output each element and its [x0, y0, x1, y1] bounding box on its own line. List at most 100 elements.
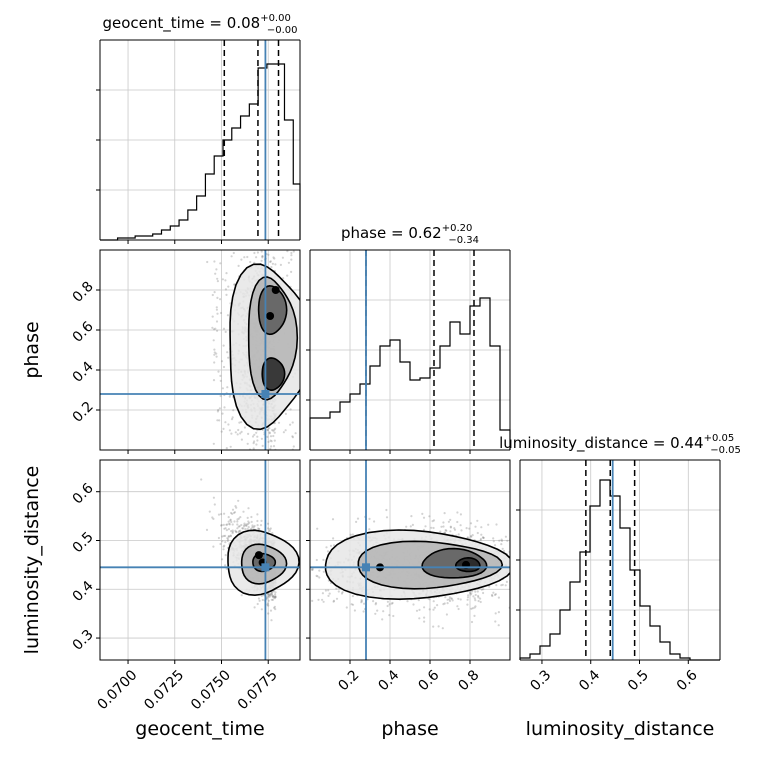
- scatter-point: [231, 530, 234, 534]
- scatter-point: [482, 591, 485, 595]
- scatter-point: [223, 544, 226, 547]
- scatter-point: [274, 593, 277, 596]
- scatter-point: [368, 528, 371, 531]
- scatter-point: [388, 603, 391, 606]
- scatter-point: [351, 595, 354, 598]
- scatter-point: [267, 440, 270, 443]
- scatter-point: [229, 519, 232, 522]
- scatter-point: [225, 293, 228, 296]
- scatter-point: [360, 600, 363, 603]
- scatter-point: [428, 608, 431, 611]
- scatter-point: [480, 526, 483, 529]
- panel-frame: [309, 459, 511, 661]
- scatter-point: [482, 536, 485, 539]
- scatter-point: [219, 298, 222, 301]
- scatter-point: [269, 260, 272, 263]
- scatter-point: [467, 594, 470, 597]
- scatter-point: [386, 600, 389, 603]
- scatter-point: [382, 610, 385, 613]
- scatter-point: [432, 608, 435, 611]
- scatter-point: [233, 511, 237, 514]
- scatter-point: [529, 561, 531, 563]
- density-peak: [266, 312, 275, 320]
- scatter-point: [422, 516, 426, 519]
- scatter-point: [470, 535, 473, 538]
- scatter-point: [216, 312, 219, 315]
- scatter-point: [498, 539, 501, 542]
- scatter-point: [266, 435, 269, 438]
- scatter-point: [208, 510, 211, 513]
- scatter-point: [224, 564, 227, 567]
- scatter-point: [443, 602, 446, 605]
- scatter-point: [273, 208, 275, 210]
- y-tick-label: 0.2: [70, 399, 97, 426]
- y-tick-label: 0.8: [70, 279, 97, 306]
- scatter-point: [474, 593, 477, 597]
- scatter-point: [273, 595, 277, 598]
- scatter-point: [268, 431, 271, 434]
- scatter-point: [494, 593, 497, 596]
- scatter-point: [494, 620, 497, 623]
- scatter-point: [430, 526, 433, 529]
- scatter-point: [251, 435, 255, 438]
- scatter-point: [432, 526, 435, 530]
- scatter-point: [501, 547, 504, 550]
- scatter-point: [206, 260, 209, 264]
- title-minus: −0.34: [448, 235, 479, 246]
- scatter-point: [225, 447, 228, 450]
- scatter-point: [231, 529, 234, 532]
- scatter-point: [351, 603, 355, 606]
- x-axis-label: geocent_time: [135, 718, 264, 740]
- scatter-point: [391, 601, 394, 605]
- scatter-point: [291, 421, 294, 424]
- scatter-point: [238, 530, 241, 533]
- scatter-point: [493, 544, 497, 547]
- scatter-point: [270, 440, 273, 443]
- scatter-point: [240, 430, 243, 433]
- scatter-point: [443, 531, 446, 534]
- scatter-point: [491, 594, 494, 598]
- scatter-point: [247, 432, 250, 435]
- scatter-point: [222, 548, 225, 551]
- scatter-panel-phase-vs-luminosity_distance: [306, 459, 531, 664]
- scatter-point: [374, 612, 377, 615]
- scatter-point: [504, 584, 507, 587]
- scatter-point: [410, 515, 413, 518]
- scatter-point: [368, 517, 371, 521]
- scatter-point: [236, 527, 239, 530]
- scatter-point: [256, 251, 259, 254]
- scatter-point: [262, 594, 265, 597]
- histogram-luminosity_distance: luminosity_distance = 0.44+0.05 −0.05: [499, 433, 741, 664]
- scatter-point: [270, 619, 273, 622]
- scatter-point: [226, 539, 229, 543]
- scatter-point: [340, 592, 344, 595]
- scatter-point: [240, 594, 243, 597]
- scatter-point: [471, 534, 474, 537]
- scatter-point: [236, 523, 239, 526]
- scatter-point: [228, 395, 231, 398]
- scatter-point: [353, 609, 356, 612]
- title-minus: −0.05: [710, 445, 741, 456]
- scatter-point: [322, 570, 325, 573]
- scatter-point: [250, 527, 253, 531]
- scatter-point: [268, 593, 272, 597]
- x-tick-label: 0.4: [576, 667, 603, 694]
- y-tick-label: 0.4: [70, 578, 97, 605]
- scatter-point: [497, 596, 500, 599]
- scatter-point: [480, 533, 483, 536]
- y-tick-label: 0.4: [70, 359, 97, 386]
- scatter-point: [268, 432, 271, 435]
- y-tick-label: 0.3: [70, 627, 97, 654]
- scatter-point: [324, 589, 327, 592]
- scatter-point: [225, 567, 228, 570]
- scatter-point: [213, 260, 216, 263]
- title-main: luminosity_distance =: [499, 434, 670, 453]
- scatter-point: [218, 419, 221, 422]
- scatter-point: [292, 250, 295, 253]
- scatter-point: [290, 270, 293, 273]
- scatter-point: [423, 616, 426, 619]
- scatter-point: [356, 517, 360, 520]
- panel-content: [310, 460, 531, 660]
- scatter-point: [267, 604, 270, 607]
- scatter-point: [230, 511, 233, 515]
